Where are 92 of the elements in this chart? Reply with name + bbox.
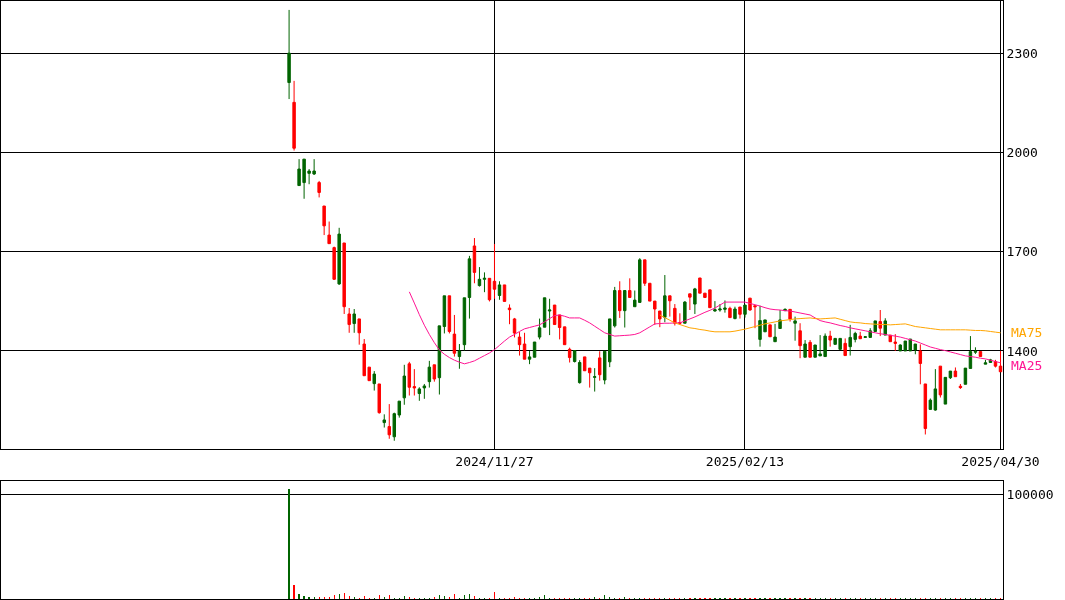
candlestick [623,290,627,329]
candlestick [357,318,361,346]
candlestick [958,383,963,390]
x-tick-label: 2025/04/30 [961,453,1040,469]
candlestick [387,403,391,440]
candlestick [728,306,732,319]
candlestick [683,300,687,324]
candlestick [768,324,772,338]
candlestick [537,318,542,340]
candlestick [477,266,482,288]
candlestick [352,308,356,334]
candlestick [452,314,457,358]
candlestick [332,246,336,281]
y-tick-label: 1700 [1006,244,1038,260]
candlestick [688,293,692,311]
candlestick [948,370,953,380]
candlestick [497,280,502,301]
x-tick-label: 2024/11/27 [455,453,534,469]
candlestick [287,9,291,100]
candlestick [342,242,346,315]
candlestick [743,304,747,319]
candlestick [402,364,407,406]
candlestick [517,331,522,357]
candlestick [668,295,672,318]
candlestick [793,316,797,342]
y-tick-label: 2300 [1006,46,1038,62]
candlestick [337,227,341,286]
candlestick [317,180,321,198]
candlestick [778,309,782,329]
candlestick [663,274,667,323]
candlestick [407,361,412,397]
candlestick [507,303,512,325]
candlestick [963,367,968,385]
candlestick [738,306,742,320]
y-tick-label: 1400 [1006,343,1038,359]
candlestick [618,280,622,319]
candlestick [658,310,662,328]
candlestick [878,309,882,337]
candlestick [432,364,437,383]
candlestick [417,386,422,402]
candlestick [798,322,802,359]
candlestick [322,205,326,236]
candlestick [567,347,572,363]
candlestick [522,332,527,360]
candlestick [562,326,567,346]
candlestick [898,343,903,352]
candlestick [577,359,582,385]
candlestick [803,339,807,358]
candlestick [572,350,577,363]
candlestick [773,323,777,343]
candlestick [983,359,988,365]
candlestick [527,350,532,365]
line-series [659,314,1001,334]
y-tick-label: 100000 [1006,487,1054,503]
candlestick [938,365,943,398]
candlestick [442,295,447,334]
candlestick [597,350,602,382]
candlestick [628,277,632,298]
candlestick [693,287,697,315]
candlestick [557,314,562,340]
candlestick [733,306,737,320]
candlestick [592,367,597,393]
candlestick [472,237,477,284]
candlestick [918,343,923,385]
candlestick [953,366,958,378]
candlestick [377,383,381,415]
candlestick [923,383,928,435]
series-label: MA75 [1011,325,1043,340]
candlestick [998,350,1003,373]
candlestick [673,303,677,327]
candlestick [843,337,847,357]
candlestick [808,339,812,358]
candlestick [427,360,432,389]
candlestick [547,298,552,336]
candlestick [292,80,296,152]
candlestick [532,341,537,358]
candlestick [968,335,973,369]
candlestick [457,343,462,370]
candlestick [973,346,978,355]
line-series [408,291,1001,365]
candlestick [382,413,386,429]
candlestick [327,221,331,245]
candlestick [347,307,351,334]
candlestick [467,255,472,320]
candlestick [482,271,487,293]
candlestick [372,370,376,392]
candlestick [492,243,497,300]
candlestick [828,330,832,348]
x-tick-label: 2025/02/13 [705,453,785,469]
series-label: MA25 [1011,358,1043,373]
y-tick-label: 2000 [1006,145,1038,161]
candlestick [858,331,862,340]
